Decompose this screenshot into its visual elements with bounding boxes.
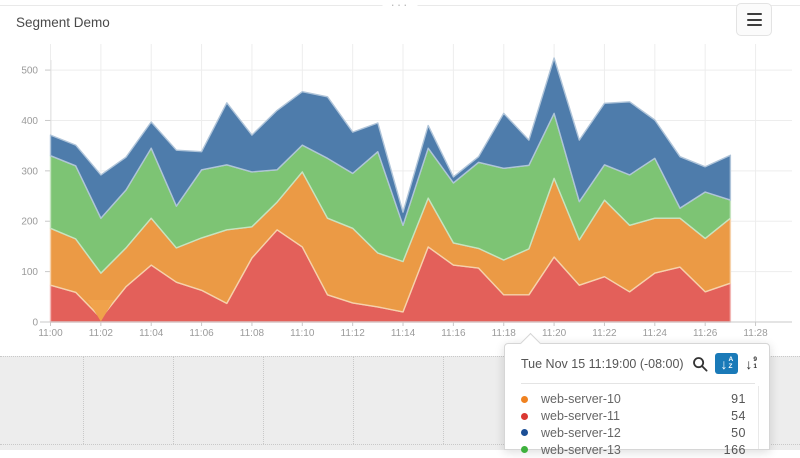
- svg-text:11:00: 11:00: [38, 328, 63, 339]
- svg-text:500: 500: [21, 66, 38, 77]
- sort-numeric-icon: ↓ 9 1: [745, 355, 757, 372]
- series-color-dot: [521, 395, 528, 403]
- svg-text:11:14: 11:14: [391, 328, 416, 339]
- svg-text:400: 400: [21, 116, 38, 127]
- svg-text:11:12: 11:12: [341, 328, 366, 339]
- legend-row[interactable]: web-server-11 54: [521, 408, 757, 425]
- sort-alpha-button[interactable]: ↓ A Z: [715, 353, 739, 374]
- series-color-dot: [521, 429, 528, 437]
- page-title: Segment Demo: [16, 15, 110, 30]
- sort-numeric-button[interactable]: ↓ 9 1: [745, 355, 757, 372]
- svg-text:11:22: 11:22: [592, 328, 617, 339]
- svg-text:11:24: 11:24: [643, 328, 668, 339]
- series-color-dot: [521, 412, 528, 420]
- series-name: web-server-10: [541, 392, 621, 407]
- svg-text:0: 0: [32, 318, 38, 329]
- tooltip-timestamp: Tue Nov 15 11:19:00 (-08:00): [521, 356, 684, 371]
- svg-text:11:02: 11:02: [89, 328, 114, 339]
- sort-alpha-icon: ↓ A Z: [720, 355, 734, 372]
- drag-handle-icon[interactable]: ···: [382, 0, 418, 13]
- stacked-area-chart[interactable]: 11:00 11:02 11:04 11:06 11:08 11:10 11:12 11:14…: [0, 0, 800, 348]
- svg-text:300: 300: [21, 166, 38, 177]
- svg-text:11:10: 11:10: [290, 328, 315, 339]
- legend-row[interactable]: web-server-10 91: [521, 391, 757, 408]
- svg-text:100: 100: [21, 267, 38, 278]
- svg-text:11:20: 11:20: [542, 328, 567, 339]
- series-value: 91: [731, 392, 746, 407]
- svg-text:11:16: 11:16: [441, 328, 466, 339]
- tooltip-divider: [521, 383, 755, 384]
- hamburger-icon: [746, 13, 762, 16]
- chart-tooltip: Tue Nov 15 11:19:00 (-08:00) ↓ A Z: [504, 332, 770, 457]
- menu-button[interactable]: [736, 3, 772, 36]
- svg-text:200: 200: [21, 217, 38, 228]
- series-value: 50: [731, 425, 746, 440]
- svg-text:11:06: 11:06: [189, 328, 214, 339]
- svg-text:11:08: 11:08: [240, 328, 265, 339]
- search-icon[interactable]: [692, 356, 708, 372]
- svg-text:11:18: 11:18: [492, 328, 517, 339]
- tooltip-legend: web-server-10 91 web-server-11 54 web-se…: [505, 388, 769, 458]
- series-value: 54: [731, 409, 746, 424]
- svg-text:11:04: 11:04: [139, 328, 164, 339]
- series-name: web-server-12: [541, 425, 621, 440]
- legend-row[interactable]: web-server-12 50: [521, 425, 757, 442]
- svg-text:11:26: 11:26: [693, 328, 718, 339]
- tooltip-header: Tue Nov 15 11:19:00 (-08:00) ↓ A Z: [505, 344, 769, 378]
- series-name: web-server-11: [541, 409, 620, 424]
- tooltip-scrollbar[interactable]: [758, 386, 759, 449]
- svg-text:11:28: 11:28: [743, 328, 768, 339]
